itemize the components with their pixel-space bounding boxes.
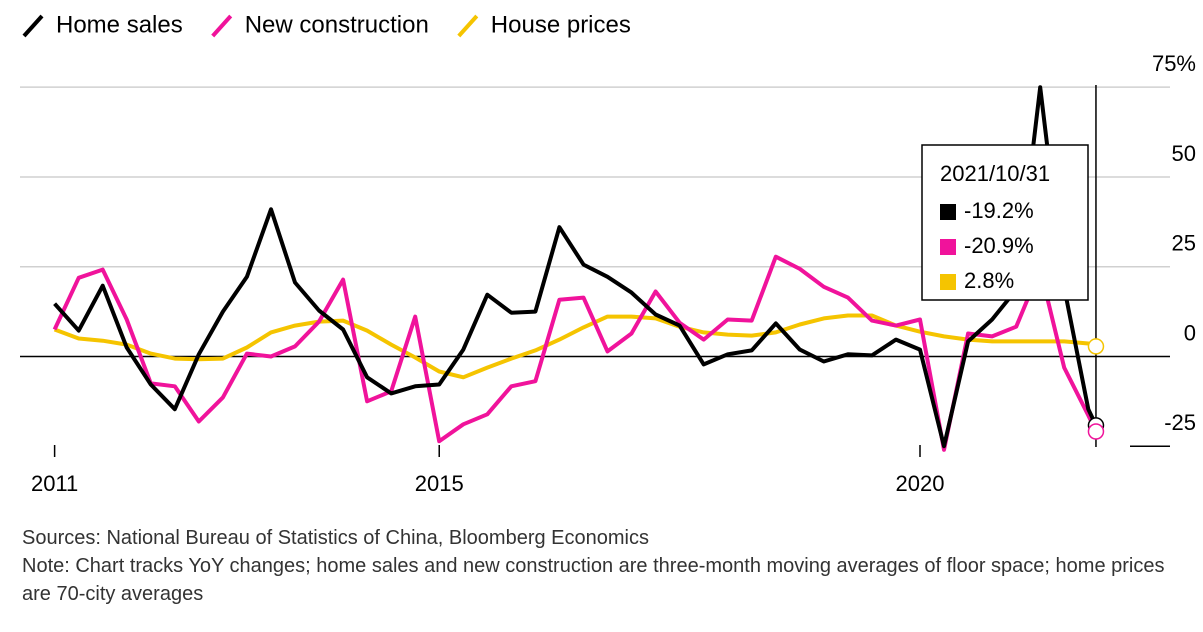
- tooltip-swatch: [940, 239, 956, 255]
- y-tick-label: 75%: [1152, 51, 1196, 76]
- footer: Sources: National Bureau of Statistics o…: [22, 524, 1192, 608]
- chart: -25 0 25 50 75% 2011 2015 2020 Home sales New con…: [20, 11, 1196, 496]
- x-tick-label: 2020: [896, 471, 945, 496]
- legend-icon: [457, 14, 479, 38]
- tooltip-swatch: [940, 274, 956, 290]
- tooltip-date: 2021/10/31: [940, 161, 1050, 186]
- y-tick-label: -25: [1164, 410, 1196, 435]
- legend-label: New construction: [245, 11, 429, 38]
- x-tick-label: 2011: [31, 471, 78, 496]
- tooltip-swatch: [940, 204, 956, 220]
- tooltip-value: 2.8%: [964, 268, 1014, 293]
- note: Note: Chart tracks YoY changes; home sal…: [22, 555, 1165, 605]
- legend-icon: [211, 14, 233, 38]
- legend-label: Home sales: [56, 11, 183, 38]
- end-marker: [1087, 338, 1105, 355]
- sources: Sources: National Bureau of Statistics o…: [22, 527, 649, 549]
- tooltip-value: -20.9%: [964, 233, 1034, 258]
- y-tick-label: 25: [1172, 231, 1196, 256]
- y-tick-label: 0: [1184, 320, 1196, 345]
- legend-label: House prices: [491, 11, 631, 38]
- end-marker: [1087, 423, 1105, 440]
- legend-icon: [22, 14, 44, 38]
- x-tick-label: 2015: [415, 471, 464, 496]
- tooltip-value: -19.2%: [964, 198, 1034, 223]
- series-line: [53, 85, 1098, 449]
- y-tick-label: 50: [1172, 141, 1196, 166]
- series-line: [53, 313, 1097, 380]
